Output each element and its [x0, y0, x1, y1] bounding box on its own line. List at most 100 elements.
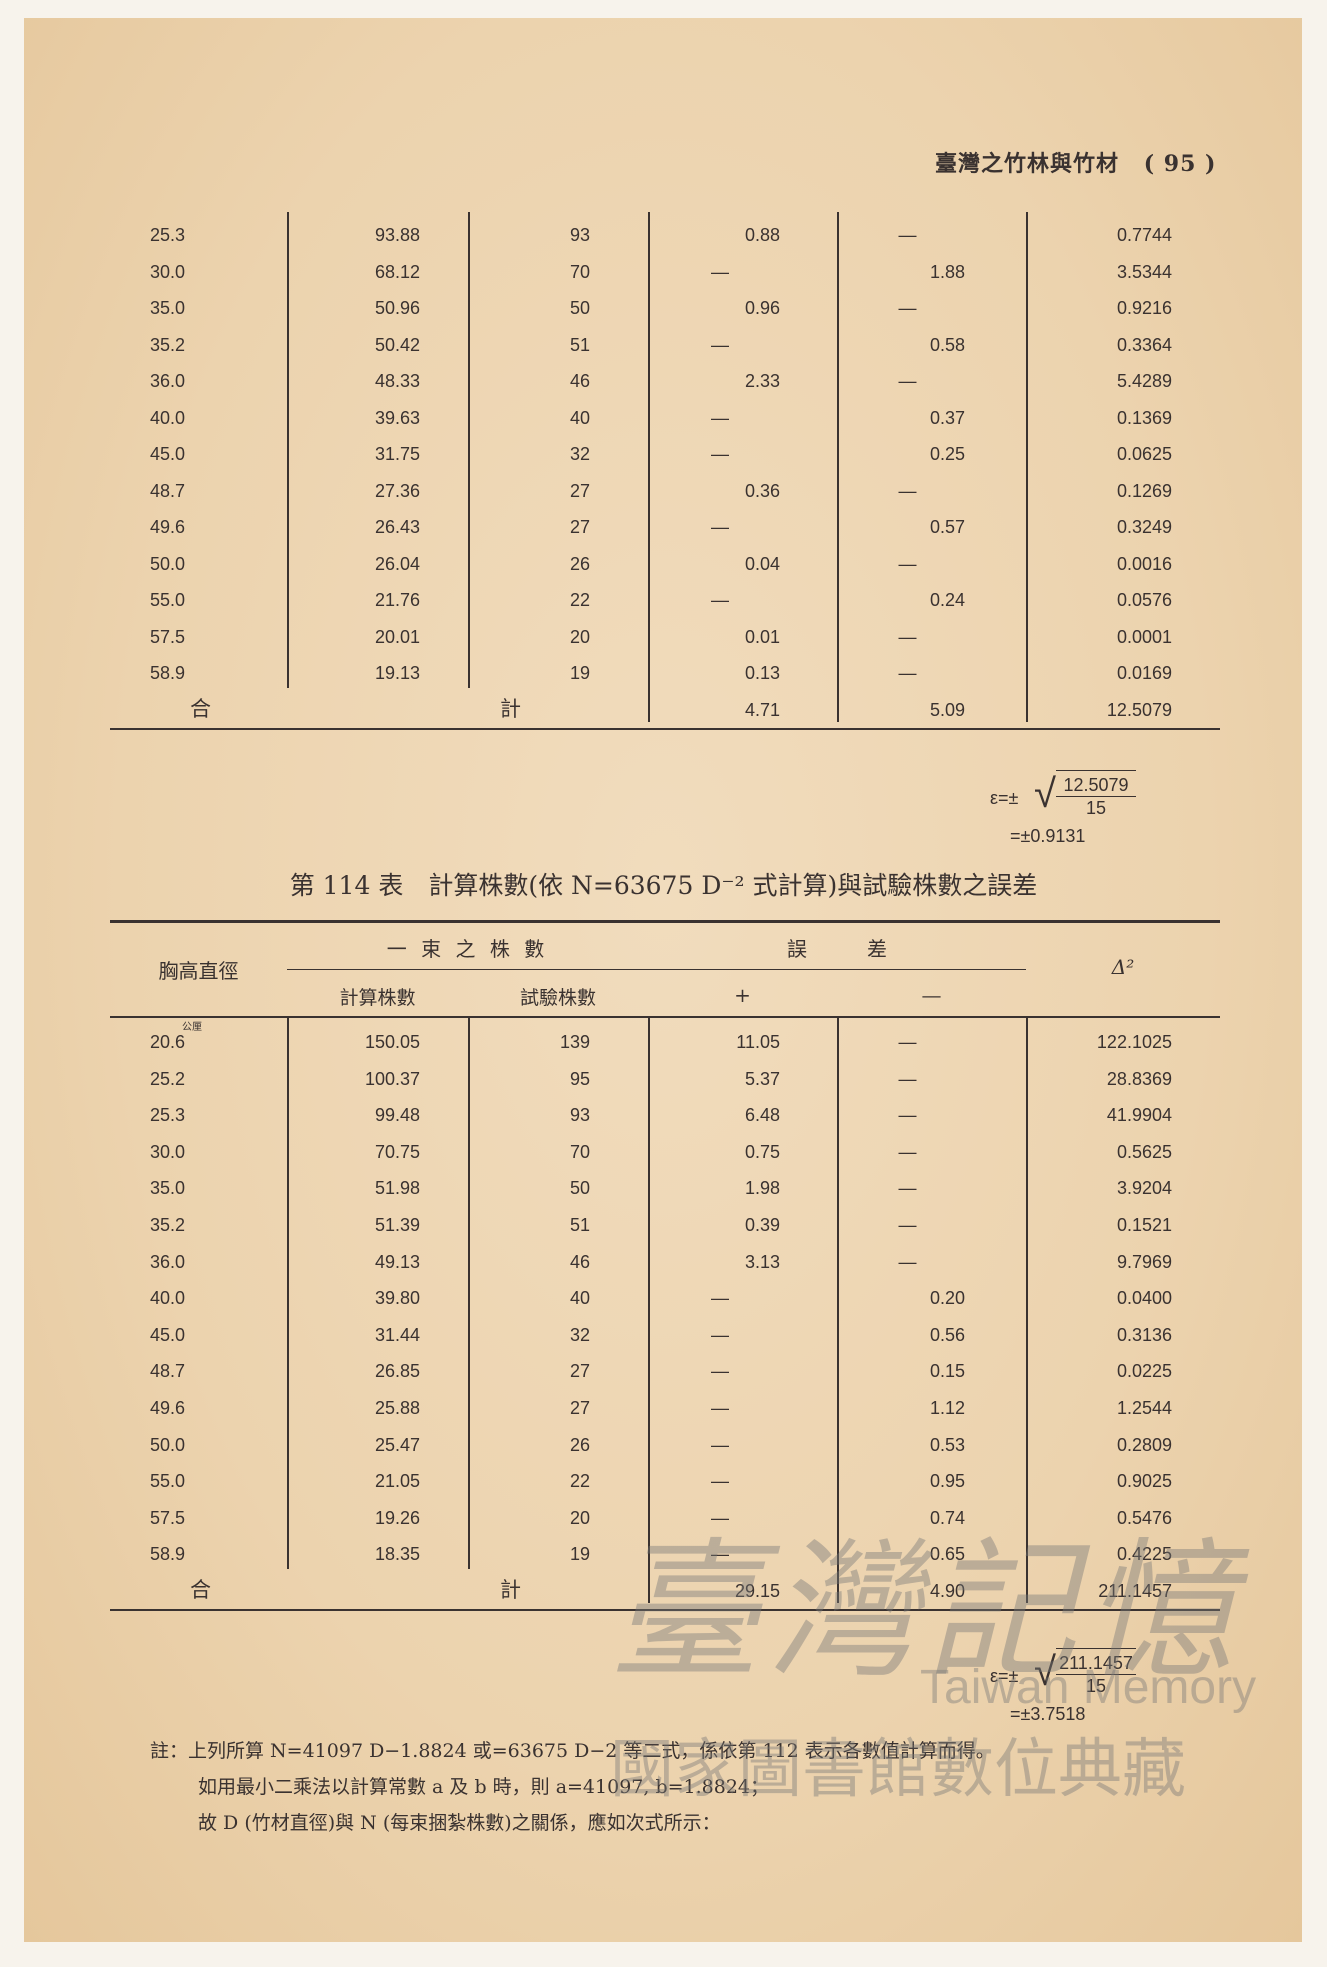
cell-col-2: 21.05 — [374, 1471, 420, 1492]
cell-col-1: 25.2 — [150, 1068, 186, 1089]
cell-col-5: — — [898, 663, 917, 683]
table-bottom-rule — [110, 727, 1220, 730]
cell-col-5: — — [898, 626, 917, 647]
total-minus: 5.09 — [929, 699, 965, 720]
cell-col-5: 0.74 — [929, 1507, 965, 1528]
cell-col-5: — — [898, 225, 917, 245]
cell-col-1: 55.0 — [150, 590, 186, 610]
cell-col-5: 0.15 — [929, 1361, 965, 1382]
cell-col-6: 0.0625 — [1116, 444, 1172, 464]
cell-col-6: 0.1269 — [1116, 480, 1172, 501]
column-divider — [837, 212, 839, 722]
cell-col-1: 58.9 — [150, 1544, 186, 1565]
cell-col-3: 95 — [569, 1068, 590, 1089]
page-number: ( 95 ) — [1143, 151, 1217, 177]
cell-col-4: 0.13 — [744, 663, 780, 683]
cell-col-1: 35.2 — [150, 334, 186, 355]
table-row: 55.0 21.05 22 — 0.95 0.9025 — [110, 1463, 1220, 1499]
cell-col-1: 49.6 — [150, 1398, 186, 1418]
cell-col-1: 58.9 — [150, 663, 186, 683]
cell-col-5: — — [898, 1141, 917, 1162]
cell-col-3: 70 — [569, 1141, 590, 1162]
table-bottom-rule — [110, 1609, 1220, 1611]
cell-col-6: 3.9204 — [1116, 1178, 1172, 1199]
cell-col-4: 6.48 — [744, 1105, 780, 1126]
table-top-rule — [110, 920, 1220, 923]
cell-col-2: 25.47 — [374, 1434, 420, 1455]
divider — [287, 969, 648, 970]
cell-col-1: 36.0 — [150, 1251, 186, 1272]
table-row: 58.9 19.13 19 0.13 — 0.0169 — [110, 655, 1220, 691]
table-row: 50.0 26.04 26 0.04 — 0.0016 — [110, 546, 1220, 582]
cell-col-4: — — [711, 590, 729, 610]
total-plus: 4.71 — [744, 699, 780, 720]
table-row: 30.0 68.12 70 — 1.88 3.5344 — [110, 254, 1220, 290]
cell-col-3: 27 — [569, 1398, 590, 1418]
cell-col-1: 57.5 — [150, 626, 186, 647]
cell-col-5: 0.37 — [929, 407, 965, 428]
cell-col-1: 48.7 — [150, 480, 186, 501]
cell-col-2: 48.33 — [374, 371, 420, 391]
cell-col-2: 51.39 — [374, 1215, 420, 1235]
cell-col-6: 0.1521 — [1116, 1215, 1172, 1235]
table-row: 57.5 20.01 20 0.01 — 0.0001 — [110, 619, 1220, 655]
cell-col-5: 1.12 — [929, 1398, 965, 1418]
book-title: 臺灣之竹林與竹材 — [935, 151, 1120, 177]
cell-col-2: 19.13 — [374, 663, 420, 683]
cell-col-4: — — [711, 444, 729, 464]
header-calc: 計算株數 — [339, 987, 416, 1009]
cell-col-6: 122.1025 — [1096, 1032, 1172, 1052]
cell-col-5: — — [898, 1178, 917, 1199]
cell-col-2: 20.01 — [374, 626, 420, 647]
total-label: 計 — [500, 697, 521, 721]
cell-col-3: 22 — [569, 1471, 590, 1492]
cell-col-2: 150.05 — [364, 1032, 420, 1052]
cell-col-2: 21.76 — [374, 590, 420, 610]
cell-col-2: 50.42 — [374, 334, 420, 355]
cell-col-3: 27 — [569, 480, 590, 501]
cell-col-6: 0.7744 — [1116, 225, 1172, 245]
divider — [648, 969, 1026, 970]
cell-col-5: 0.57 — [929, 517, 965, 537]
cell-col-6: 41.9904 — [1106, 1105, 1172, 1126]
cell-col-6: 0.3136 — [1116, 1324, 1172, 1345]
sqrt-symbol: √ — [1034, 1650, 1056, 1694]
table-row: 58.9 18.35 19 — 0.65 0.4225 — [110, 1536, 1220, 1572]
cell-col-1: 50.0 — [150, 553, 186, 574]
cell-col-2: 26.85 — [374, 1361, 420, 1382]
cell-col-5: 0.56 — [929, 1324, 965, 1345]
table-row: 25.3 99.48 93 6.48 — 41.9904 — [110, 1097, 1220, 1133]
cell-col-6: 9.7969 — [1116, 1251, 1172, 1272]
header-plus: + — [734, 983, 751, 1007]
unit-label: 公厘 — [182, 1022, 202, 1033]
cell-col-5: 0.53 — [929, 1434, 965, 1455]
cell-col-4: — — [711, 1434, 729, 1455]
cell-col-6: 1.2544 — [1116, 1398, 1172, 1418]
cell-col-2: 18.35 — [374, 1544, 420, 1565]
table-114-title: 第 114 表 計算株數(依 N=63675 D⁻² 式計算)與試驗株數之誤差 — [289, 871, 1038, 900]
cell-col-1: 35.0 — [150, 1178, 186, 1199]
header-delta-squared: Δ² — [1111, 955, 1135, 979]
cell-col-3: 93 — [569, 1105, 590, 1126]
cell-col-1: 40.0 — [150, 407, 186, 428]
cell-col-5: — — [898, 371, 917, 391]
table-row: 35.0 51.98 50 1.98 — 3.9204 — [110, 1170, 1220, 1206]
cell-col-1: 36.0 — [150, 371, 186, 391]
cell-col-1: 49.6 — [150, 517, 186, 537]
total-delta-squared: 12.5079 — [1106, 699, 1172, 720]
table-row: 45.0 31.75 32 — 0.25 0.0625 — [110, 436, 1220, 472]
cell-col-2: 93.88 — [374, 225, 420, 245]
cell-col-4: 1.98 — [744, 1178, 780, 1199]
cell-col-6: 0.0400 — [1116, 1288, 1172, 1309]
cell-col-3: 46 — [569, 371, 590, 391]
cell-col-1: 35.0 — [150, 298, 186, 318]
header-bundle: 一 束 之 株 數 — [386, 937, 549, 961]
cell-col-1: 35.2 — [150, 1215, 186, 1235]
cell-col-6: 0.5476 — [1116, 1507, 1172, 1528]
cell-col-2: 26.04 — [374, 553, 420, 574]
formula-lhs: ε=± — [990, 1666, 1019, 1686]
cell-col-2: 25.88 — [374, 1398, 420, 1418]
cell-col-3: 20 — [569, 626, 590, 647]
table-row: 49.6 25.88 27 — 1.12 1.2544 — [110, 1390, 1220, 1426]
cell-col-4: — — [711, 1398, 729, 1418]
